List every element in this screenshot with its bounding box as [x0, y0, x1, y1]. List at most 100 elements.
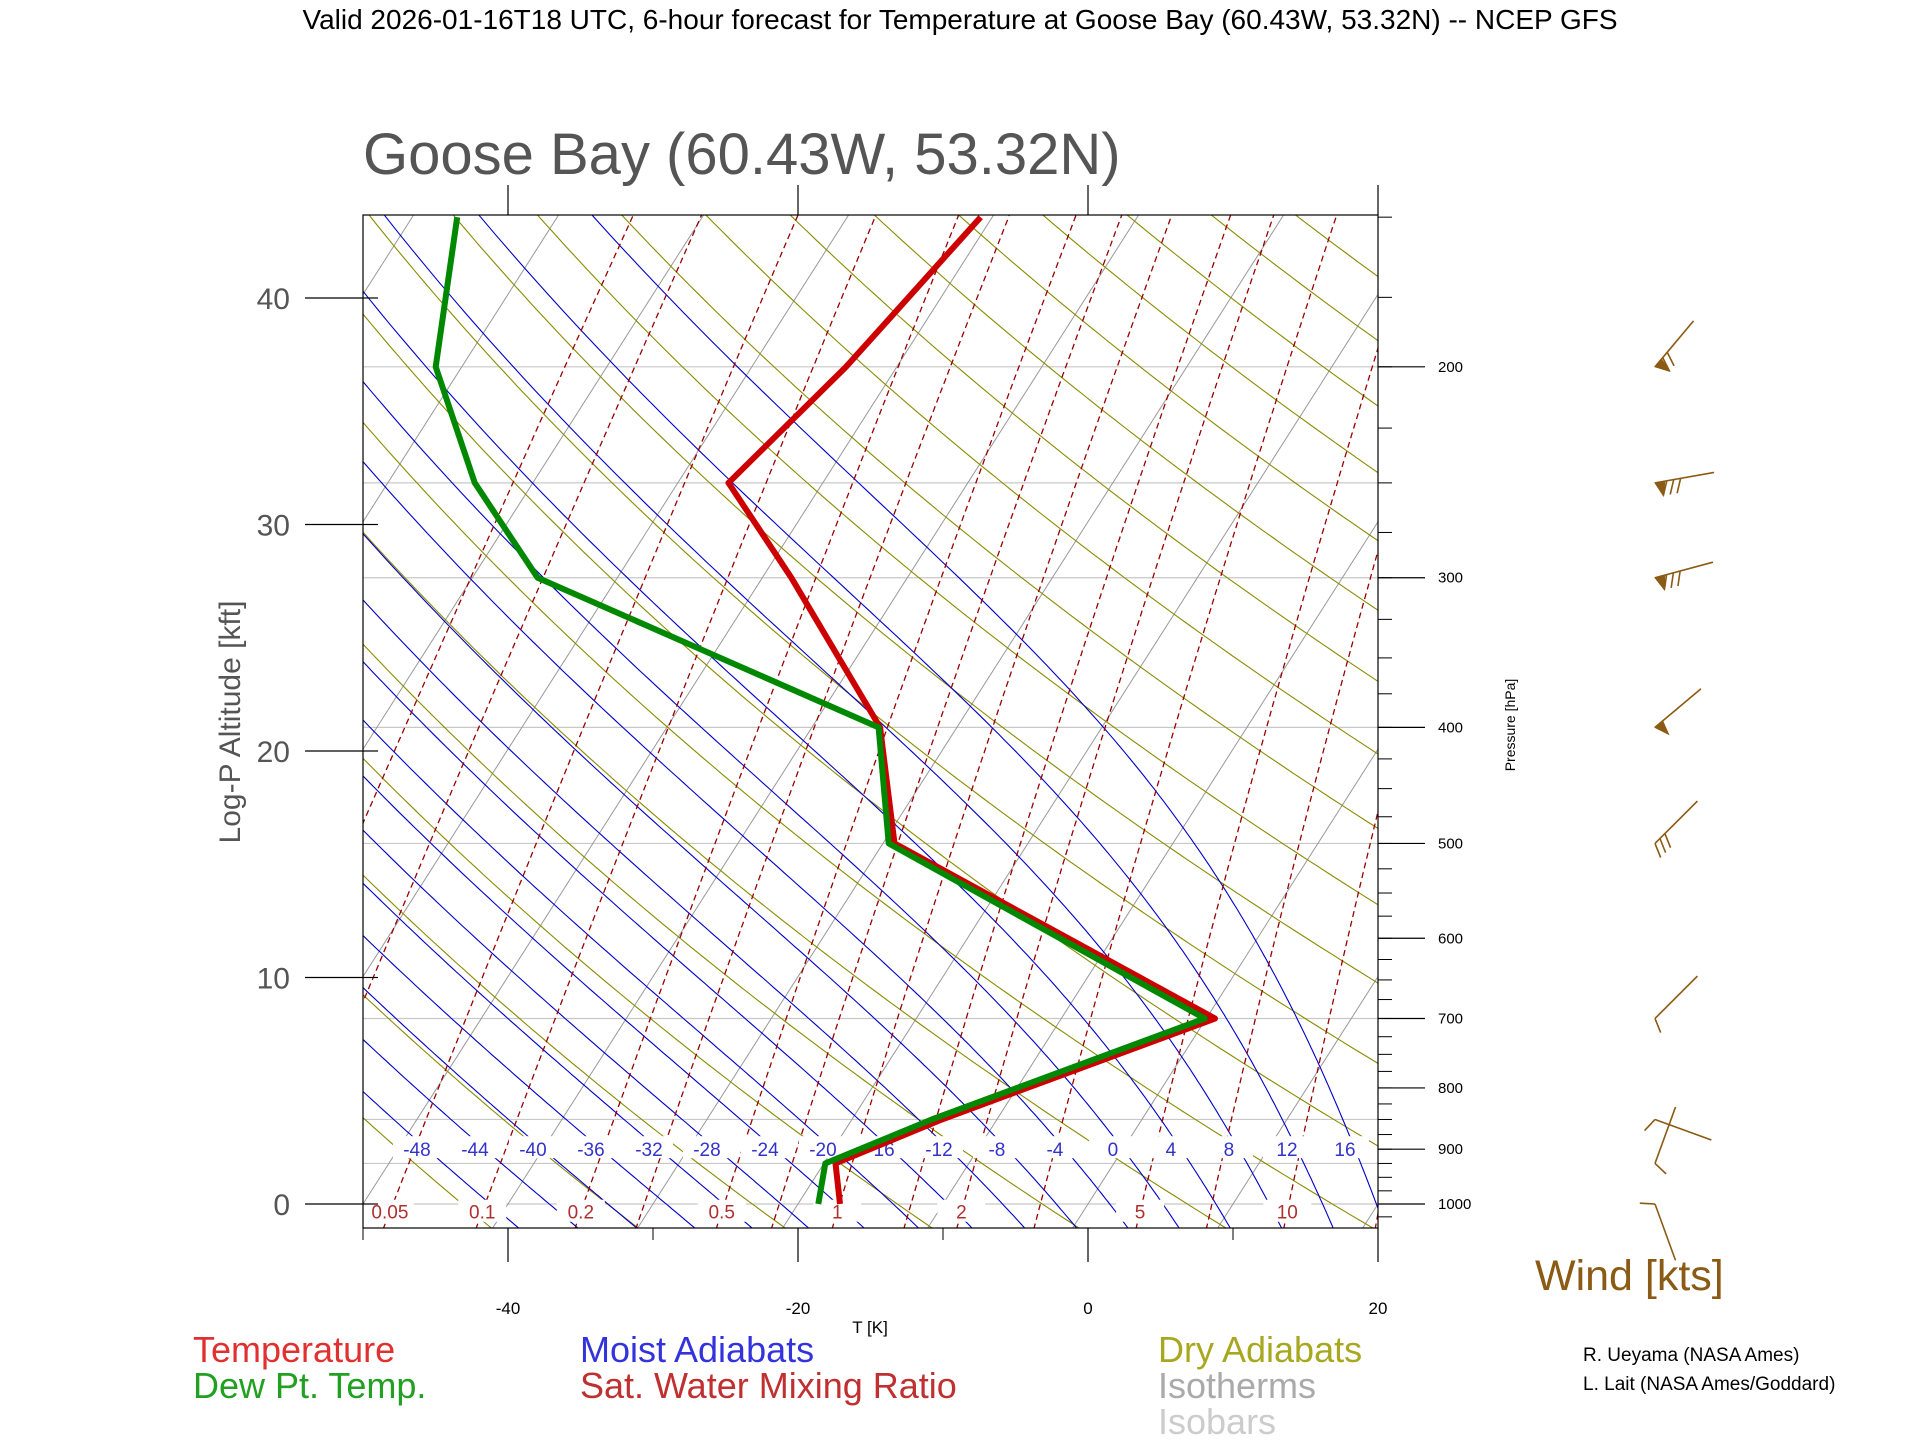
p-tick-label: 200 [1438, 359, 1463, 376]
p-tick-label: 800 [1438, 1080, 1463, 1097]
moist-adiabats [363, 215, 1378, 1228]
p-tick-label: 600 [1438, 930, 1463, 947]
temperature-series-line [725, 215, 1218, 1205]
mixing-ratio-line [1033, 215, 1338, 1228]
x-tick-label: -20 [786, 1299, 811, 1318]
y-tick-label: 0 [273, 1189, 290, 1222]
moist-adiabat-label-bg [624, 1136, 673, 1159]
mixing-ratio-label-bg [458, 1199, 507, 1222]
moist-adiabat-label: 4 [1166, 1140, 1177, 1161]
moist-adiabat-line [478, 215, 1334, 1228]
mixing-ratio-label: 0.2 [568, 1203, 594, 1224]
y-tick-label: 30 [257, 510, 290, 543]
dry-adiabat-line [363, 994, 640, 1228]
wind-flag [1654, 574, 1666, 592]
moist-adiabat-label: -48 [403, 1140, 430, 1161]
dry-adiabat-line [1611, 145, 1920, 1230]
mixing-ratio-label-bg [937, 1199, 986, 1222]
wind-barb [1654, 1162, 1667, 1175]
plot-title: Goose Bay (60.43W, 53.32N) [363, 122, 1121, 187]
moist-adiabat-line [363, 986, 638, 1228]
mixing-ratio-line [363, 215, 703, 1004]
isotherm-line [1072, 748, 1378, 1228]
wind-barb-icon [1654, 320, 1695, 373]
wind-barb [1659, 838, 1667, 853]
credits: R. Ueyama (NASA Ames) L. Lait (NASA Ames… [1583, 1345, 1835, 1395]
wind-barb [1661, 357, 1671, 372]
moist-adiabat-line [363, 599, 1026, 1228]
mixing-ratio-label: 0.05 [371, 1203, 408, 1224]
mixing-ratio-label-bg [556, 1199, 605, 1222]
dry-adiabat-line [1854, 145, 1920, 1230]
sounding-series [432, 215, 1218, 1205]
legend-dewpoint: Dew Pt. Temp. [193, 1365, 426, 1406]
moist-adiabat-label-bg [1088, 1136, 1137, 1159]
x-axis-label: T [K] [852, 1318, 888, 1337]
wind-barb [1662, 480, 1668, 496]
wind-barb [1677, 570, 1681, 587]
dry-adiabat-line [0, 145, 346, 1230]
moist-adiabat-label-bg [1204, 1136, 1253, 1159]
mixing-ratio-line [574, 215, 960, 1228]
dry-adiabat-line [363, 531, 1227, 1228]
x-tick-label: 0 [1083, 1299, 1092, 1318]
dry-adiabat-line [1773, 145, 1920, 1230]
moist-adiabat-line [363, 934, 696, 1228]
moist-adiabat-label-bg [972, 1136, 1021, 1159]
mixing-ratio-lines [363, 215, 1378, 1228]
mixing-ratio-label: 0.1 [469, 1203, 495, 1224]
legend-isobars: Isobars [1158, 1401, 1276, 1440]
moist-adiabat-label: -8 [988, 1140, 1005, 1161]
mixing-ratio-label-bg [365, 1199, 414, 1222]
wind-barb-icon [1654, 800, 1698, 858]
moist-adiabat-label: -4 [1046, 1140, 1063, 1161]
wind-flag [1654, 720, 1670, 736]
mixing-ratio-labels: 0.05 0.1 0.2 0.5 1 2 5 10 [365, 1199, 1312, 1224]
dry-adiabat-line [1530, 145, 1920, 1230]
mixing-ratio-line [1283, 808, 1378, 1228]
wind-barb [1670, 572, 1675, 588]
dry-adiabat-line [0, 145, 199, 1230]
mixing-ratio-label-bg [1116, 1199, 1165, 1222]
dry-adiabat-line [1692, 145, 1920, 1230]
dewpoint-series-line [432, 216, 1208, 1205]
dry-adiabat-line [363, 313, 1378, 1147]
dry-adiabat-line [452, 215, 1378, 984]
dry-adiabat-line [1210, 215, 1378, 342]
legend: Temperature Dew Pt. Temp. Moist Adiabats… [193, 1329, 1362, 1440]
dry-adiabat-line [1042, 215, 1378, 474]
moist-adiabat-line [363, 1038, 579, 1228]
mixing-ratio-label: 5 [1135, 1203, 1146, 1224]
dry-adiabats [0, 145, 1920, 1230]
wind-barb [1654, 843, 1662, 858]
isotherm-line [1217, 975, 1378, 1228]
isotherm-line [492, 215, 1140, 1228]
wind-barb-icon [1654, 975, 1698, 1033]
isobars [363, 366, 1378, 1205]
dry-adiabat-line [1287, 145, 1920, 1230]
dry-adiabat-line [363, 874, 787, 1228]
wind-barb-icon [1654, 688, 1702, 736]
mixing-ratio-line [475, 215, 877, 1228]
y-tick-label: 10 [257, 963, 290, 996]
wind-barb-staff [1654, 1118, 1712, 1141]
mixing-ratio-label-bg [1263, 1199, 1312, 1222]
dry-adiabat-line [363, 421, 1374, 1228]
mixing-ratio-line [635, 215, 1011, 1228]
wind-barb-staff [1654, 975, 1698, 1020]
wind-barb-staff [1654, 1106, 1677, 1164]
mixing-ratio-line [1205, 548, 1378, 1228]
legend-isotherms: Isotherms [1158, 1365, 1316, 1406]
wind-barb [1666, 351, 1675, 367]
wind-barb [1639, 1202, 1656, 1205]
wind-barbs [1639, 320, 1715, 1261]
moist-adiabat-label: -20 [809, 1140, 836, 1161]
moist-adiabat-label: 8 [1224, 1140, 1235, 1161]
moist-adiabat-label-bg [450, 1136, 499, 1159]
dry-adiabat-line [1449, 145, 1920, 1230]
wind-barb-icon [1643, 1118, 1712, 1141]
mixing-ratio-label-bg [813, 1199, 862, 1222]
isotherm-line [927, 520, 1378, 1228]
mixing-ratio-label: 0.5 [709, 1203, 735, 1224]
